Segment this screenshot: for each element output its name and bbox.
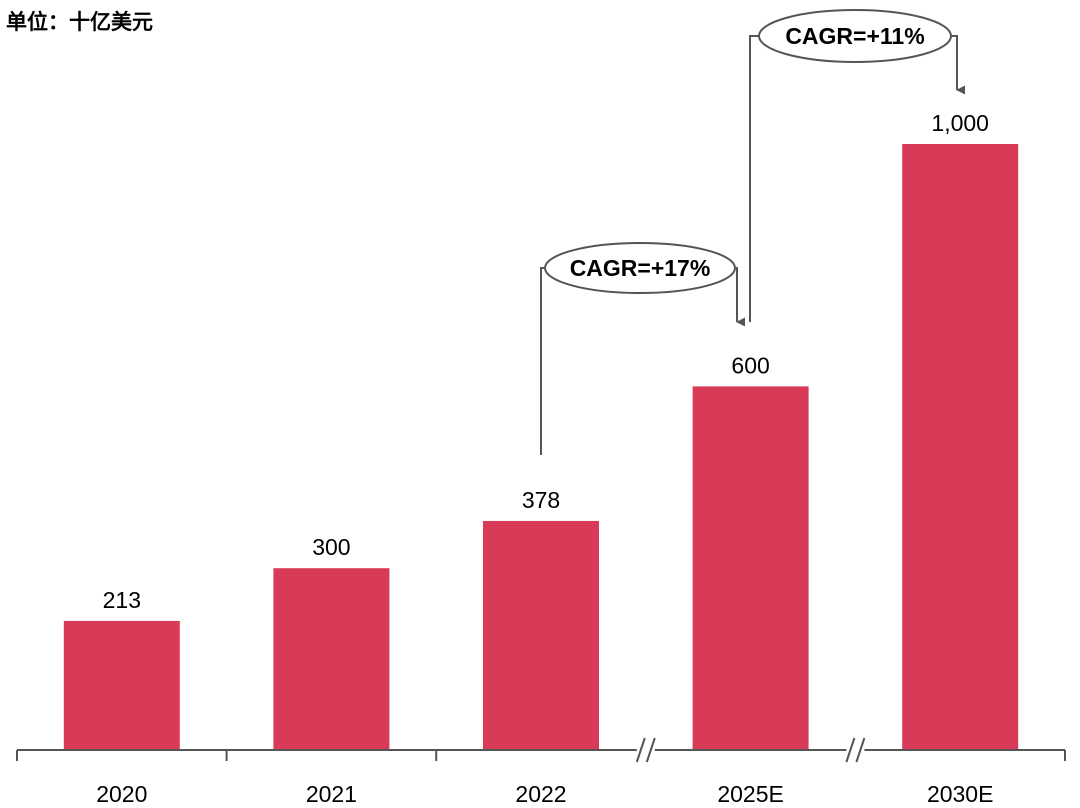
bars-layer <box>63 144 1019 750</box>
data-label-2021: 300 <box>312 534 350 560</box>
tick-label-2021: 2021 <box>306 781 357 807</box>
bar-2021 <box>273 568 390 750</box>
unit-label: 单位：十亿美元 <box>6 10 153 34</box>
tick-label-2025E: 2025E <box>717 781 784 807</box>
cagr-label: CAGR=+11% <box>785 23 924 49</box>
bar-2020 <box>63 620 180 750</box>
bar-2022 <box>483 520 599 750</box>
cagr-annotations: CAGR=+17% CAGR=+11% <box>540 9 966 455</box>
data-label-2022: 378 <box>522 487 560 513</box>
tick-label-2020: 2020 <box>96 781 147 807</box>
axis-break-2025E <box>635 737 656 763</box>
data-labels-layer: 213 300 378 600 1,000 <box>103 110 989 613</box>
cagr-ellipse <box>758 9 952 63</box>
axis-break-2030E <box>845 737 866 763</box>
cagr-label: CAGR=+17% <box>570 255 711 281</box>
bar-2030E <box>902 144 1019 750</box>
bar-2025E <box>692 386 809 750</box>
cagr-annotation-2022-2025E: CAGR=+17% <box>540 242 746 455</box>
cagr-ellipse <box>544 242 736 294</box>
data-label-2030E: 1,000 <box>931 110 989 136</box>
data-label-2020: 213 <box>103 587 141 613</box>
tick-label-2022: 2022 <box>515 781 566 807</box>
data-label-2025E: 600 <box>731 352 769 378</box>
x-axis: 2020 2021 2022 2025E 2030E <box>16 737 1066 807</box>
tick-label-2030E: 2030E <box>927 781 994 807</box>
cagr-annotation-2025E-2030E: CAGR=+11% <box>749 9 966 322</box>
